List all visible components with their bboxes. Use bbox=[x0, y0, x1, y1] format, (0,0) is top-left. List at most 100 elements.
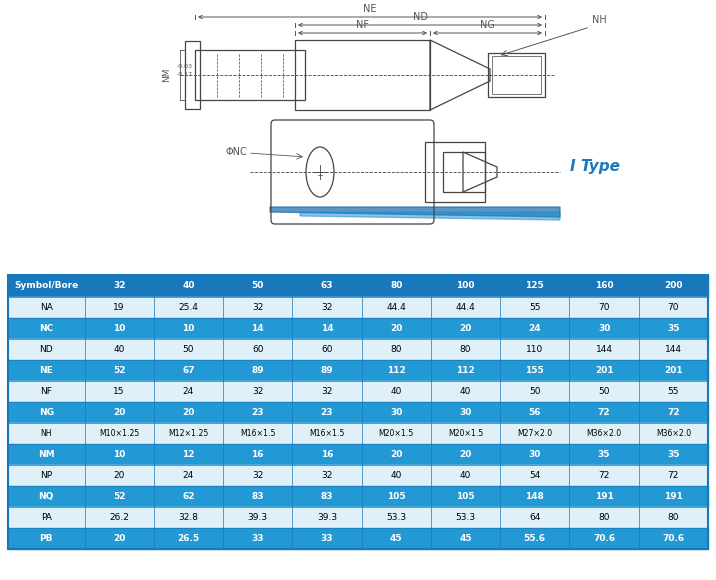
Bar bbox=[431, 275, 500, 297]
Bar bbox=[223, 402, 292, 423]
Text: 112: 112 bbox=[387, 366, 406, 375]
Bar bbox=[292, 275, 362, 297]
Text: 70: 70 bbox=[599, 303, 610, 312]
Text: 60: 60 bbox=[321, 345, 333, 354]
Bar bbox=[8, 318, 84, 339]
Bar bbox=[569, 318, 639, 339]
Text: NG: NG bbox=[39, 408, 54, 417]
Text: ND: ND bbox=[412, 12, 427, 22]
Bar bbox=[84, 297, 154, 318]
Text: 55: 55 bbox=[529, 303, 541, 312]
Bar bbox=[431, 360, 500, 381]
Text: 10: 10 bbox=[183, 324, 195, 333]
Bar bbox=[362, 444, 431, 465]
Bar bbox=[154, 402, 223, 423]
Text: 30: 30 bbox=[460, 408, 472, 417]
Text: 35: 35 bbox=[598, 450, 610, 459]
Bar bbox=[362, 486, 431, 507]
Text: 32: 32 bbox=[252, 303, 263, 312]
Bar bbox=[84, 444, 154, 465]
Text: 23: 23 bbox=[321, 408, 333, 417]
Bar bbox=[292, 381, 362, 402]
Text: 25.4: 25.4 bbox=[178, 303, 198, 312]
Text: 30: 30 bbox=[528, 450, 541, 459]
Bar bbox=[154, 360, 223, 381]
Text: M20×1.5: M20×1.5 bbox=[448, 429, 483, 438]
Text: 24: 24 bbox=[183, 471, 194, 480]
Text: 105: 105 bbox=[387, 492, 405, 501]
Text: 70.6: 70.6 bbox=[593, 534, 615, 543]
Bar bbox=[154, 465, 223, 486]
Bar bbox=[639, 486, 708, 507]
Bar bbox=[154, 381, 223, 402]
Bar bbox=[362, 465, 431, 486]
Bar bbox=[84, 486, 154, 507]
Bar bbox=[569, 402, 639, 423]
Bar bbox=[569, 528, 639, 549]
Text: 40: 40 bbox=[460, 471, 471, 480]
Bar bbox=[431, 444, 500, 465]
Bar bbox=[292, 486, 362, 507]
Bar bbox=[292, 528, 362, 549]
Text: 70.6: 70.6 bbox=[662, 534, 684, 543]
Bar bbox=[362, 381, 431, 402]
Bar bbox=[569, 444, 639, 465]
Text: 33: 33 bbox=[251, 534, 264, 543]
Bar bbox=[500, 275, 569, 297]
Bar bbox=[431, 507, 500, 528]
Text: 14: 14 bbox=[251, 324, 264, 333]
Bar bbox=[292, 507, 362, 528]
Text: M36×2.0: M36×2.0 bbox=[656, 429, 691, 438]
Text: M12×1.25: M12×1.25 bbox=[168, 429, 208, 438]
Text: 40: 40 bbox=[113, 345, 125, 354]
Bar bbox=[500, 402, 569, 423]
Text: 33: 33 bbox=[321, 534, 333, 543]
Text: 20: 20 bbox=[113, 534, 125, 543]
Text: NF: NF bbox=[356, 20, 369, 30]
Text: 105: 105 bbox=[456, 492, 475, 501]
Text: 63: 63 bbox=[321, 281, 333, 291]
Bar bbox=[569, 423, 639, 444]
Bar bbox=[639, 339, 708, 360]
Bar bbox=[223, 318, 292, 339]
Bar bbox=[431, 423, 500, 444]
Bar bbox=[431, 528, 500, 549]
Text: M20×1.5: M20×1.5 bbox=[379, 429, 414, 438]
Bar bbox=[500, 507, 569, 528]
Text: 30: 30 bbox=[390, 408, 402, 417]
Text: 50: 50 bbox=[599, 387, 610, 396]
Text: 160: 160 bbox=[595, 281, 614, 291]
Text: 20: 20 bbox=[460, 450, 472, 459]
Bar bbox=[431, 402, 500, 423]
Bar bbox=[639, 318, 708, 339]
Bar bbox=[431, 486, 500, 507]
Text: 24: 24 bbox=[528, 324, 541, 333]
Bar bbox=[154, 423, 223, 444]
Bar bbox=[223, 486, 292, 507]
Text: 40: 40 bbox=[390, 471, 402, 480]
Bar bbox=[8, 402, 84, 423]
Text: 15: 15 bbox=[113, 387, 125, 396]
Bar bbox=[8, 297, 84, 318]
Text: 32: 32 bbox=[321, 303, 333, 312]
Text: 110: 110 bbox=[526, 345, 543, 354]
Bar bbox=[500, 423, 569, 444]
Bar bbox=[223, 297, 292, 318]
Text: 52: 52 bbox=[113, 492, 125, 501]
Bar bbox=[639, 275, 708, 297]
Text: 72: 72 bbox=[598, 408, 611, 417]
Text: 64: 64 bbox=[529, 513, 541, 522]
Bar bbox=[569, 381, 639, 402]
Text: M16×1.5: M16×1.5 bbox=[309, 429, 344, 438]
Text: 10: 10 bbox=[113, 324, 125, 333]
Bar bbox=[154, 339, 223, 360]
Text: M10×1.25: M10×1.25 bbox=[99, 429, 140, 438]
Text: 20: 20 bbox=[113, 471, 125, 480]
Bar bbox=[185, 41, 200, 109]
Text: 23: 23 bbox=[251, 408, 264, 417]
Text: 125: 125 bbox=[526, 281, 544, 291]
Text: 19: 19 bbox=[113, 303, 125, 312]
Bar bbox=[362, 318, 431, 339]
Text: 201: 201 bbox=[664, 366, 682, 375]
Text: 72: 72 bbox=[667, 408, 679, 417]
